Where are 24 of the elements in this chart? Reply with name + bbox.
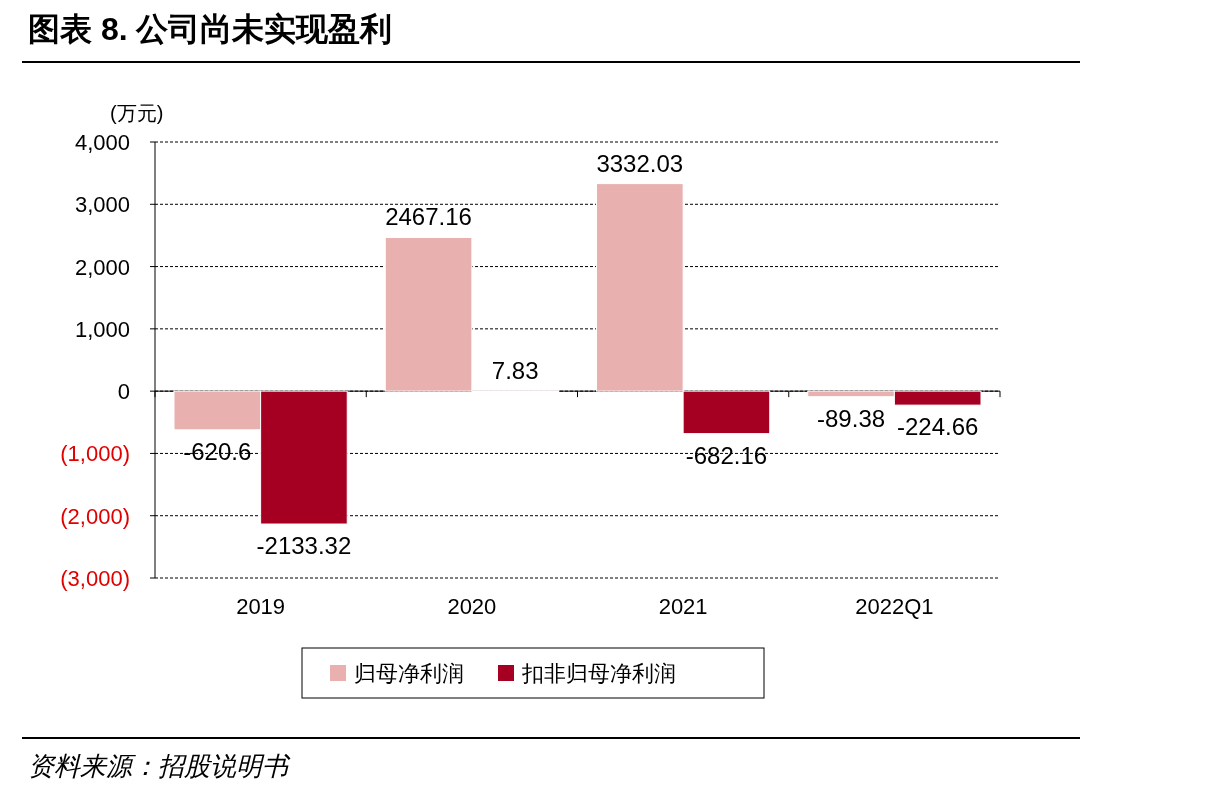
legend-label: 扣非归母净利润	[521, 661, 676, 686]
y-tick-label: 3,000	[74, 192, 130, 218]
y-tick-label: (1,000)	[60, 441, 130, 467]
data-label: 7.83	[491, 356, 539, 384]
y-axis-title: (万元)	[110, 102, 164, 124]
y-tick-label: 2,000	[74, 254, 130, 280]
data-label: -2133.32	[256, 532, 352, 560]
legend-label: 归母净利润	[354, 661, 464, 686]
data-label: -620.6	[183, 437, 252, 465]
y-tick-label: (2,000)	[60, 503, 130, 529]
y-tick-label: (3,000)	[60, 566, 130, 591]
x-tick-label: 2019	[236, 594, 286, 619]
data-label: 3332.03	[596, 149, 684, 177]
data-label: 2467.16	[385, 203, 472, 231]
chart-title: 图表 8. 公司尚未实现盈利	[28, 11, 393, 47]
y-tick-label: 4,000	[74, 130, 130, 155]
y-tick-label: 0	[117, 379, 130, 405]
x-tick-label: 2020	[447, 594, 497, 619]
x-tick-label: 2022Q1	[855, 594, 934, 619]
x-tick-label: 2021	[658, 594, 708, 619]
data-label: -224.66	[896, 413, 979, 441]
text: 资料来源：招股说明书	[28, 751, 291, 781]
y-tick-label: 1,000	[74, 316, 130, 342]
data-label: -89.38	[817, 404, 886, 432]
